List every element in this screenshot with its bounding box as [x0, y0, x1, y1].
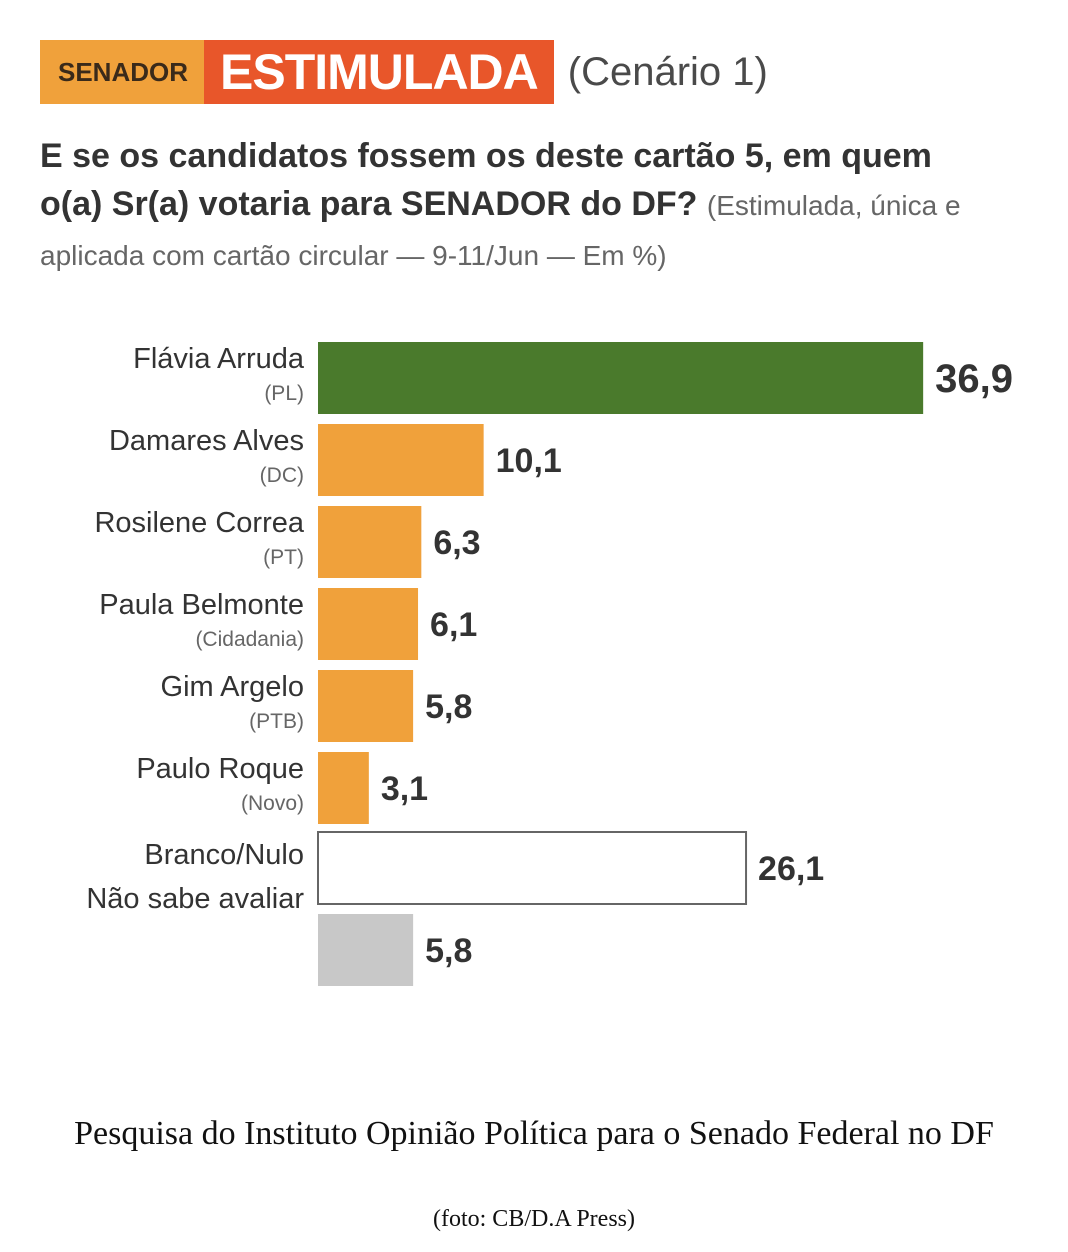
value-label-5: 3,1 — [381, 770, 428, 808]
bar-6 — [317, 831, 748, 905]
value-label-7: 5,8 — [425, 932, 472, 970]
value-label-4: 5,8 — [425, 688, 472, 726]
bar-7 — [318, 914, 414, 986]
tag-cenario: (Cenário 1) — [567, 49, 768, 94]
bar-0 — [318, 342, 924, 414]
header-banner: SENADOR ESTIMULADA (Cenário 1) — [40, 40, 768, 104]
tag-senador: SENADOR — [40, 40, 205, 104]
category-label-5: Paulo Roque — [136, 753, 304, 785]
category-label-3: Paula Belmonte — [99, 589, 304, 621]
party-label-4: (PTB) — [249, 710, 304, 733]
party-label-2: (PT) — [263, 546, 304, 569]
party-label-1: (DC) — [260, 464, 304, 487]
value-label-1: 10,1 — [496, 442, 562, 480]
party-label-3: (Cidadania) — [195, 628, 304, 651]
category-label-4: Gim Argelo — [161, 671, 304, 703]
bar-5 — [318, 752, 369, 824]
value-label-0: 36,9 — [935, 357, 1013, 401]
bar-3 — [318, 588, 419, 660]
value-label-6: 26,1 — [758, 850, 824, 888]
bar-2 — [318, 506, 422, 578]
category-label-1: Damares Alves — [109, 425, 304, 457]
category-label-0: Flávia Arruda — [133, 343, 305, 375]
category-label-2: Rosilene Correa — [94, 507, 304, 539]
photo-credit: (foto: CB/D.A Press) — [432, 1206, 635, 1232]
value-label-3: 6,1 — [430, 606, 477, 644]
bar-chart: 36,9 Flávia Arruda (PL) 10,1 Damares Alves (D… — [86, 342, 1013, 986]
value-label-2: 6,3 — [433, 524, 480, 562]
question-sub: (Estimulada, única e aplicada com cartão… — [40, 190, 961, 271]
bar-1 — [318, 424, 484, 496]
tag-estimulada: ESTIMULADA — [204, 40, 554, 104]
category-label-6: Branco/Nulo — [144, 839, 304, 871]
category-label-7: Não sabe avaliar — [86, 883, 304, 915]
question-main: E se os candidatos fossem os deste cartã… — [40, 137, 932, 223]
question: E se os candidatos fossem os deste cartã… — [40, 132, 1000, 280]
caption: Pesquisa do Instituto Opinião Política p… — [74, 1115, 994, 1152]
bar-4 — [318, 670, 414, 742]
party-label-5: (Novo) — [241, 792, 304, 815]
party-label-0: (PL) — [264, 382, 304, 405]
